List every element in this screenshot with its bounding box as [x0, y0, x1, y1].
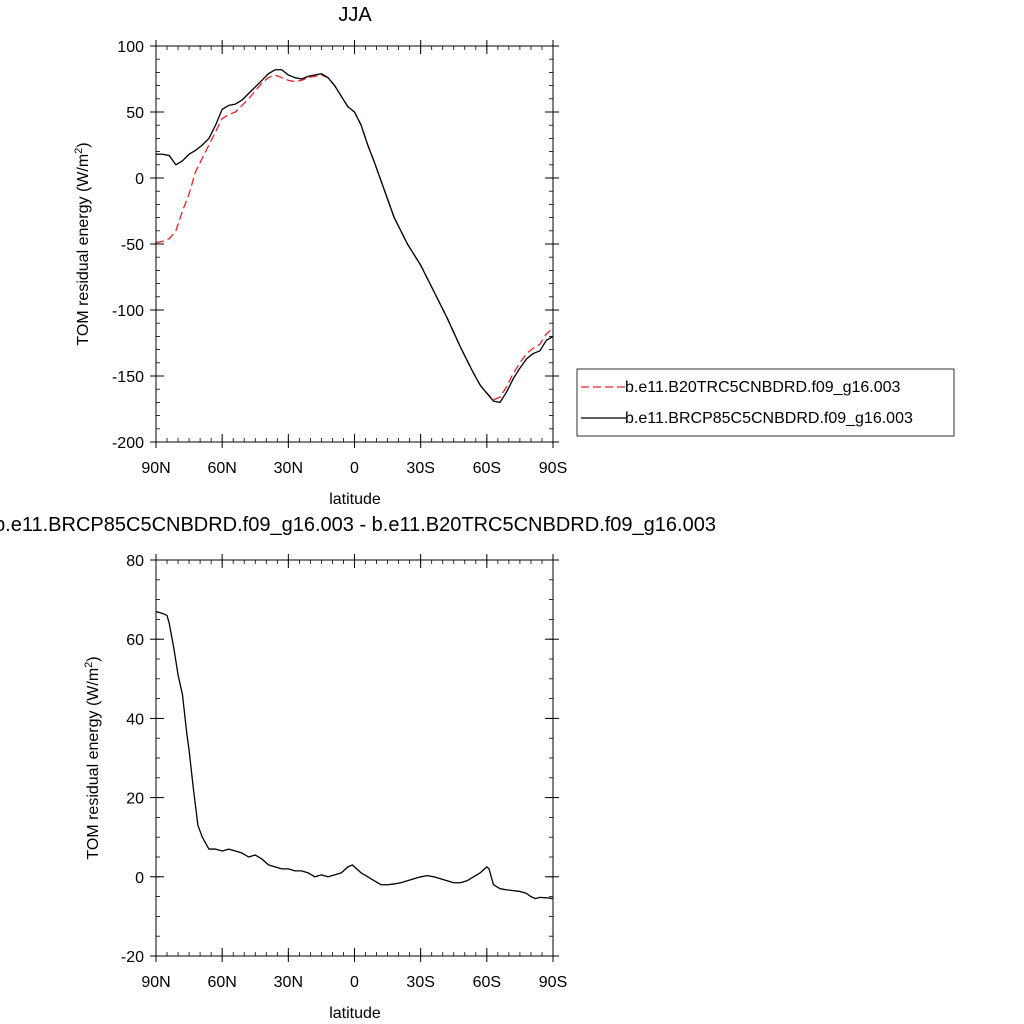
top-panel-x-tick-label: 30N [274, 460, 303, 477]
bottom-panel-y-tick-label: 80 [126, 553, 144, 570]
bottom-panel-series [155, 610, 554, 900]
legend-entry-1: b.e11.B20TRC5CNBDRD.f09_g16.003 [625, 379, 901, 396]
bottom-panel-x-tick-label: 30S [406, 974, 434, 991]
bottom-panel-series-line-1 [155, 610, 554, 900]
top-panel-y-tick-label: -150 [112, 369, 144, 386]
top-panel-x-tick-label: 60N [207, 460, 236, 477]
top-panel-y-axis-label-close: ) [75, 142, 92, 147]
bottom-panel-ticks [150, 554, 559, 962]
top-panel-x-tick-label: 60S [473, 460, 501, 477]
bottom-panel-y-axis-label-main: TOM residual energy (W/m [85, 668, 102, 860]
bottom-panel-y-tick-label: 40 [126, 711, 144, 728]
bottom-panel-x-tick-label: 60S [473, 974, 501, 991]
top-panel-y-tick-label: 50 [126, 105, 144, 122]
top-panel-y-tick-label: -200 [112, 435, 144, 452]
bottom-panel-x-tick-labels: 90N 60N 30N 0 30S 60S 90S [141, 974, 567, 991]
bottom-panel-y-tick-label: 60 [126, 632, 144, 649]
top-panel-x-tick-label: 0 [350, 460, 359, 477]
bottom-panel-y-tick-label: 20 [126, 791, 144, 808]
bottom-panel-y-tick-label: 0 [135, 870, 144, 887]
top-panel-x-tick-label: 90N [141, 460, 170, 477]
legend-box [576, 368, 955, 437]
bottom-panel-x-tick-label: 0 [350, 974, 359, 991]
top-panel-y-tick-label: 0 [135, 171, 144, 188]
top-panel-y-axis-label-sup: 2 [73, 148, 85, 154]
legend-entry-2: b.e11.BRCP85C5CNBDRD.f09_g16.003 [625, 410, 913, 427]
bottom-panel-x-axis-label: latitude [329, 1005, 381, 1022]
bottom-panel-y-axis-label: TOM residual energy (W/m2) [83, 656, 102, 859]
top-panel-y-tick-labels: 100 50 0 -50 -100 -150 -200 [112, 39, 144, 452]
top-panel-y-axis-label-main: TOM residual energy (W/m [75, 154, 92, 346]
top-panel-x-tick-label: 30S [406, 460, 434, 477]
legend: b.e11.B20TRC5CNBDRD.f09_g16.003 b.e11.BR… [576, 368, 955, 437]
top-panel-x-axis-label: latitude [329, 491, 381, 508]
bottom-panel-x-tick-label: 30N [274, 974, 303, 991]
bottom-panel-x-tick-label: 90N [141, 974, 170, 991]
bottom-panel-y-tick-label: -20 [121, 949, 144, 966]
bottom-panel-x-tick-label: 60N [207, 974, 236, 991]
top-panel-series-line-2 [156, 69, 554, 404]
bottom-panel-x-tick-label: 90S [539, 974, 567, 991]
top-panel-frame [155, 45, 554, 443]
top-panel-y-tick-label: 100 [117, 39, 144, 56]
top-panel-ticks [150, 40, 559, 448]
top-panel-series [155, 69, 554, 404]
bottom-panel-y-tick-labels: 80 60 40 20 0 -20 [121, 553, 144, 966]
top-panel: JJA 90N 60N 30N 0 30S 60S 90S 100 50 0 -50 -100 -15… [73, 4, 567, 508]
bottom-panel-y-axis-label-sup: 2 [83, 662, 95, 668]
top-panel-y-axis-label: TOM residual energy (W/m2) [73, 142, 92, 345]
bottom-panel-frame [155, 559, 554, 957]
top-panel-x-tick-labels: 90N 60N 30N 0 30S 60S 90S [141, 460, 567, 477]
top-panel-y-tick-label: -100 [112, 303, 144, 320]
top-panel-x-tick-label: 90S [539, 460, 567, 477]
top-panel-y-tick-label: -50 [121, 237, 144, 254]
bottom-panel-title: b.e11.BRCP85C5CNBDRD.f09_g16.003 - b.e11… [0, 514, 716, 536]
bottom-panel: b.e11.BRCP85C5CNBDRD.f09_g16.003 - b.e11… [0, 514, 716, 1022]
bottom-panel-y-axis-label-close: ) [85, 656, 102, 661]
top-panel-title: JJA [338, 4, 372, 26]
